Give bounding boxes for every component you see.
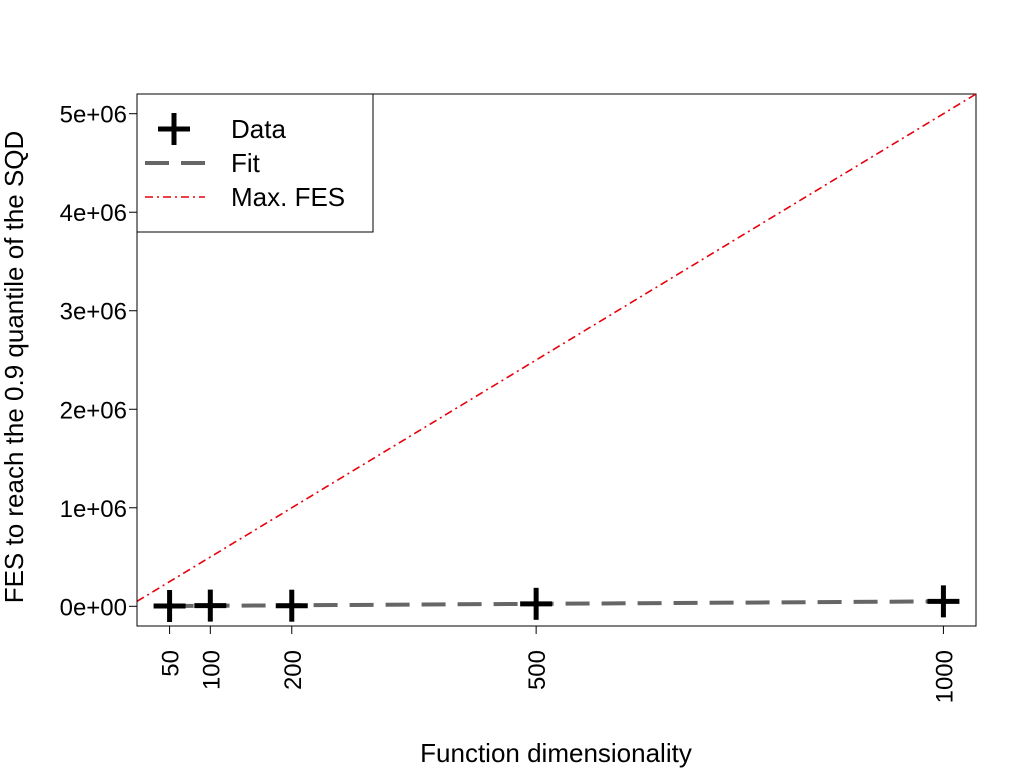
y-tick-label: 3e+06 bbox=[60, 299, 127, 326]
y-tick-label: 4e+06 bbox=[60, 200, 127, 227]
x-tick-label: 100 bbox=[198, 650, 225, 690]
max-fes-layer bbox=[136, 93, 977, 603]
y-axis-title: FES to reach the 0.9 quantile of the SQD bbox=[0, 131, 29, 604]
legend-label: Fit bbox=[231, 148, 261, 178]
y-tick-label: 0e+00 bbox=[60, 594, 127, 621]
data-points-layer bbox=[153, 585, 960, 623]
x-tick-label: 1000 bbox=[931, 650, 958, 703]
x-axis: 50 100 200 500 1000 bbox=[158, 625, 958, 703]
y-tick-label: 5e+06 bbox=[60, 102, 127, 129]
legend: Data Fit Max. FES bbox=[136, 93, 374, 233]
data-point bbox=[153, 590, 186, 623]
x-axis-title: Function dimensionality bbox=[420, 738, 692, 768]
max-fes-line bbox=[136, 93, 977, 603]
data-point bbox=[927, 585, 960, 618]
legend-label: Data bbox=[231, 114, 286, 144]
x-tick-label: 50 bbox=[158, 650, 185, 677]
legend-item: Data bbox=[158, 113, 286, 145]
data-point bbox=[520, 587, 553, 620]
data-point bbox=[275, 589, 308, 622]
y-tick-label: 1e+06 bbox=[60, 496, 127, 523]
x-tick-label: 500 bbox=[524, 650, 551, 690]
y-tick-label: 2e+06 bbox=[60, 397, 127, 424]
y-axis: 0e+00 1e+06 2e+06 3e+06 4e+06 5e+06 bbox=[60, 102, 138, 621]
data-point bbox=[194, 589, 227, 622]
legend-label: Max. FES bbox=[231, 182, 345, 212]
legend-item: Max. FES bbox=[145, 182, 345, 212]
x-tick-label: 200 bbox=[280, 650, 307, 690]
legend-item: Fit bbox=[145, 148, 261, 178]
